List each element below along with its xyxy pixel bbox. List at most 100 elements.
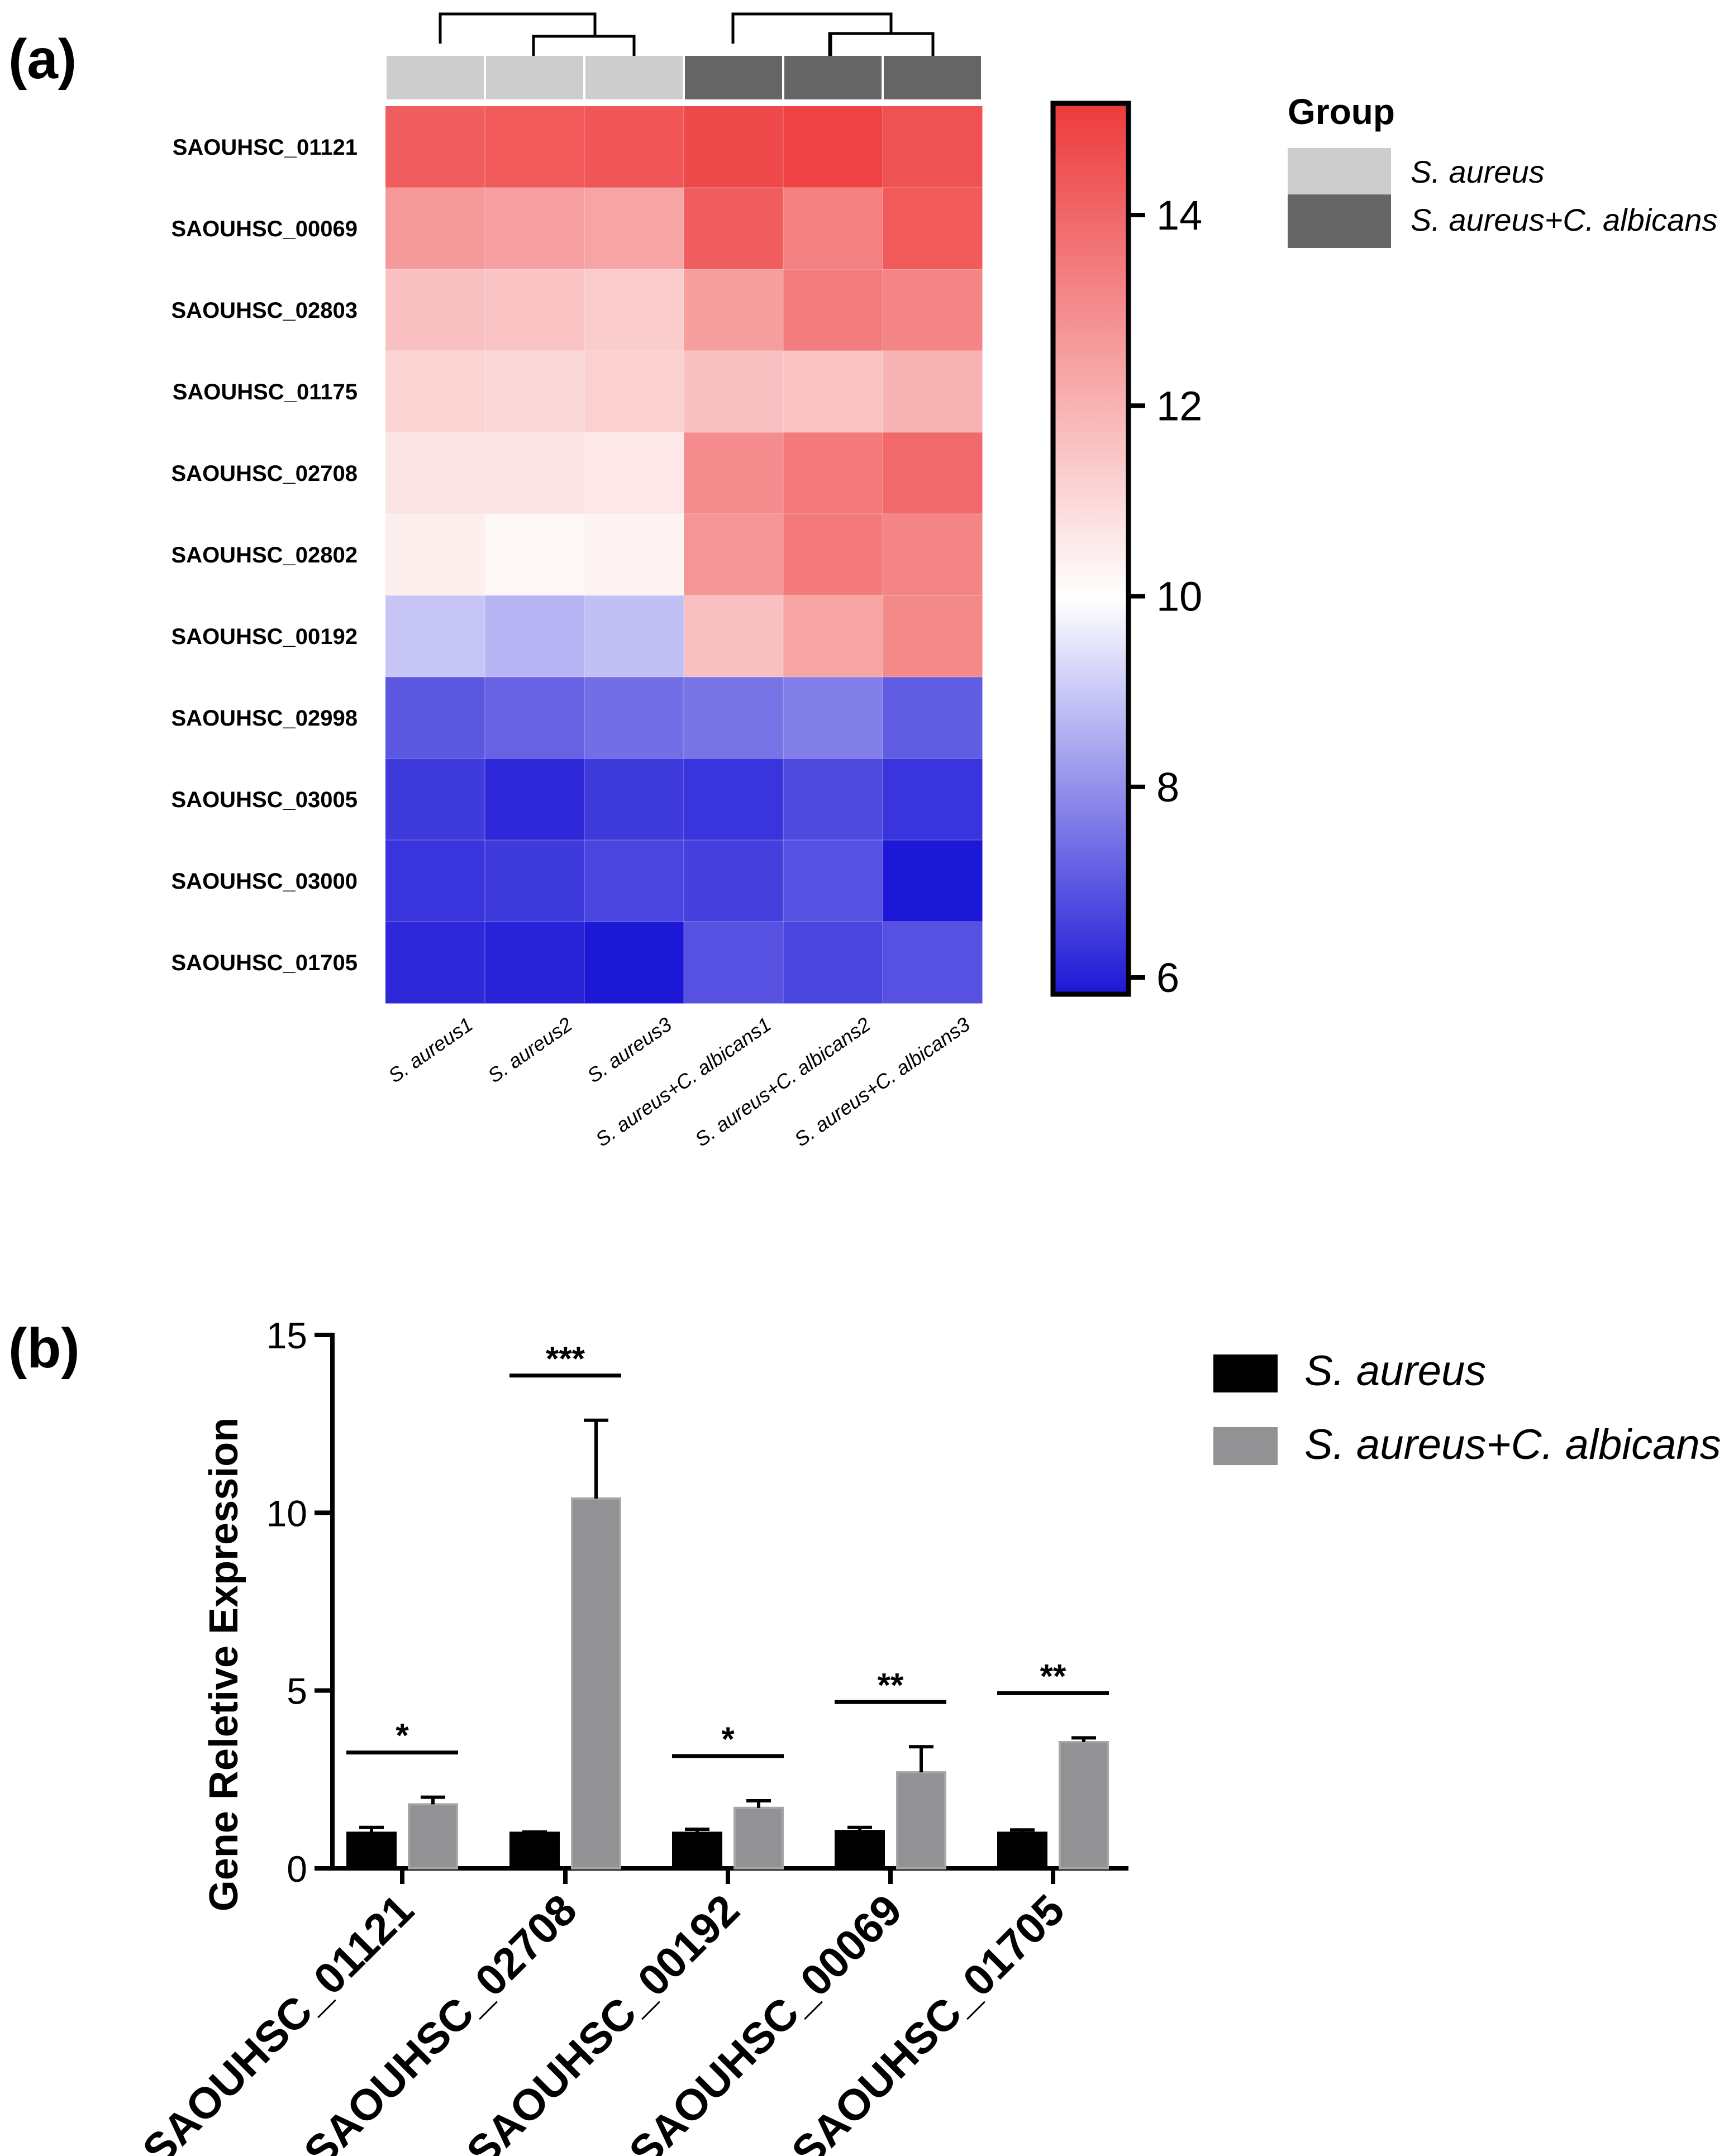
group-annotation-cell xyxy=(884,56,981,99)
heatmap-cell xyxy=(684,759,784,841)
heatmap-cell xyxy=(783,595,883,678)
heatmap-cell xyxy=(883,106,983,188)
heatmap-cell xyxy=(485,840,585,922)
legend-label-s-aureus-c-albicans: S. aureus+C. albicans xyxy=(1304,1421,1721,1468)
heatmap-cell xyxy=(883,840,983,922)
colorbar-tick-label: 10 xyxy=(1156,574,1202,620)
heatmap-row-label: SAOUHSC_00069 xyxy=(172,217,358,241)
heatmap-cell xyxy=(485,595,585,678)
heatmap-cell xyxy=(783,432,883,514)
heatmap-row-label: SAOUHSC_01121 xyxy=(173,135,358,160)
heatmap-cell xyxy=(684,188,784,270)
heatmap-cell xyxy=(584,269,684,351)
panel-a-heatmap: SAOUHSC_01121 SAOUHSC_00069 SAOUHSC_02803 S… xyxy=(172,12,1717,1151)
heatmap-row-label: SAOUHSC_02803 xyxy=(172,298,358,323)
heatmap-cell xyxy=(883,269,983,351)
heatmap-cell xyxy=(385,514,485,596)
heatmap-cell xyxy=(684,840,784,922)
bar xyxy=(896,1771,946,1870)
heatmap-cell xyxy=(783,922,883,1004)
heatmap-cell xyxy=(584,188,684,270)
legend-label-s-aureus-c-albicans: S. aureus+C. albicans xyxy=(1411,202,1717,237)
bar xyxy=(346,1831,397,1869)
heatmap-column-label: S. aureus2 xyxy=(483,1013,576,1087)
heatmap-cell xyxy=(684,677,784,759)
significance-stars: * xyxy=(721,1720,735,1758)
dendrogram-branch xyxy=(731,12,893,44)
heatmap-cell xyxy=(385,432,485,514)
colorbar xyxy=(1050,101,1131,997)
heatmap-cell xyxy=(783,514,883,596)
heatmap-column-label: S. aureus+C. albicans2 xyxy=(690,1013,874,1151)
heatmap-cell xyxy=(783,351,883,433)
heatmap-cell xyxy=(883,432,983,514)
bar-legend: S. aureus S. aureus+C. albicans xyxy=(1213,1347,1721,1468)
bar-chart-bars xyxy=(346,1418,1109,1870)
heatmap-cell xyxy=(783,759,883,841)
group-legend-title: Group xyxy=(1288,92,1395,132)
legend-label-s-aureus: S. aureus xyxy=(1304,1347,1486,1395)
heatmap-cell xyxy=(684,922,784,1004)
heatmap-cell xyxy=(783,677,883,759)
bar xyxy=(672,1831,722,1869)
heatmap-cells xyxy=(385,106,983,1004)
panel-b-label: (b) xyxy=(8,1317,80,1380)
significance-stars: ** xyxy=(878,1666,904,1704)
group-annotation-cell xyxy=(585,56,683,99)
legend-swatch-s-aureus xyxy=(1288,148,1391,194)
group-annotation-cell xyxy=(784,56,882,99)
colorbar-ticks: 6 8 10 12 14 xyxy=(1130,192,1202,1001)
y-tick-label: 5 xyxy=(287,1671,307,1712)
heatmap-cell xyxy=(485,922,585,1004)
heatmap-cell xyxy=(584,514,684,596)
heatmap-cell xyxy=(485,188,585,270)
heatmap-cell xyxy=(485,759,585,841)
significance-stars: ** xyxy=(1040,1657,1066,1695)
heatmap-cell xyxy=(584,595,684,678)
heatmap-cell xyxy=(485,514,585,596)
heatmap-cell xyxy=(584,106,684,188)
colorbar-tick-label: 12 xyxy=(1156,383,1202,429)
heatmap-cell xyxy=(783,269,883,351)
heatmap-cell xyxy=(684,595,784,678)
group-annotation-cell xyxy=(486,56,583,99)
heatmap-row-label: SAOUHSC_03005 xyxy=(172,788,358,812)
heatmap-cell xyxy=(385,922,485,1004)
x-category-label: SAOUHSC_01705 xyxy=(782,1885,1074,2156)
heatmap-row-label: SAOUHSC_01175 xyxy=(173,380,358,404)
heatmap-cell xyxy=(385,759,485,841)
heatmap-cell xyxy=(783,840,883,922)
heatmap-cell xyxy=(684,269,784,351)
heatmap-column-label: S. aureus3 xyxy=(583,1013,675,1087)
bar xyxy=(1059,1740,1109,1870)
dendrogram-branch xyxy=(828,32,935,56)
heatmap-cell xyxy=(385,840,485,922)
bar xyxy=(571,1497,621,1870)
heatmap-column-label: S. aureus+C. albicans1 xyxy=(591,1013,775,1151)
y-axis-label: Gene Reletive Expression xyxy=(202,1418,246,1911)
legend-swatch-s-aureus xyxy=(1213,1354,1278,1392)
colorbar-tick-label: 6 xyxy=(1156,955,1179,1001)
significance-stars: *** xyxy=(546,1340,585,1377)
heatmap-cell xyxy=(883,595,983,678)
heatmap-cell xyxy=(584,432,684,514)
group-annotation-cell xyxy=(387,56,484,99)
heatmap-column-label: S. aureus1 xyxy=(384,1013,477,1087)
legend-swatch-s-aureus-c-albicans xyxy=(1288,194,1391,248)
heatmap-cell xyxy=(684,351,784,433)
heatmap-cell xyxy=(385,595,485,678)
heatmap-cell xyxy=(584,840,684,922)
heatmap-row-label: SAOUHSC_01705 xyxy=(172,951,358,975)
heatmap-cell xyxy=(385,269,485,351)
colorbar-tick-label: 14 xyxy=(1156,192,1202,239)
heatmap-cell xyxy=(584,351,684,433)
heatmap-column-label: S. aureus+C. albicans3 xyxy=(790,1013,974,1151)
heatmap-cell xyxy=(783,106,883,188)
heatmap-cell xyxy=(684,514,784,596)
y-tick-label: 10 xyxy=(266,1492,307,1534)
heatmap-row-label: SAOUHSC_03000 xyxy=(172,869,358,894)
heatmap-cell xyxy=(584,677,684,759)
heatmap-cell xyxy=(385,106,485,188)
